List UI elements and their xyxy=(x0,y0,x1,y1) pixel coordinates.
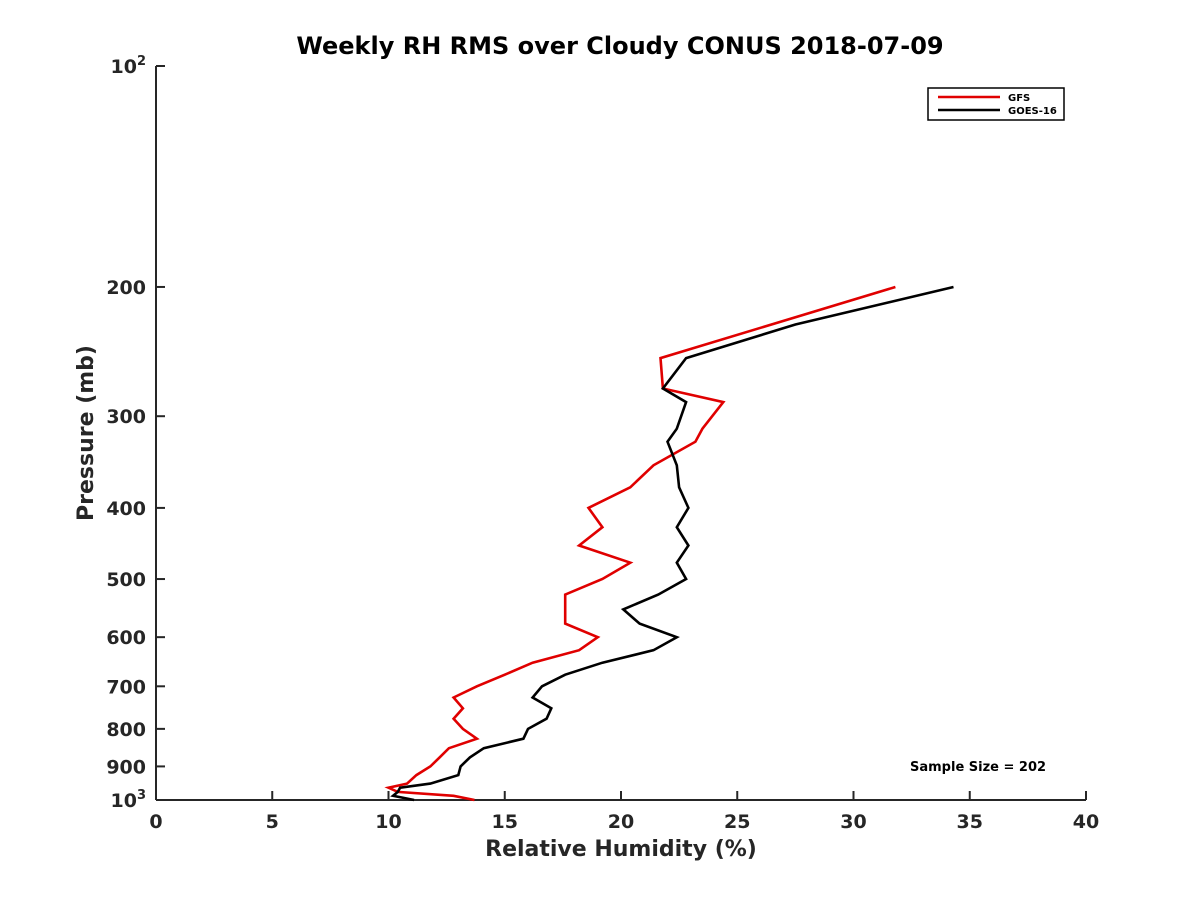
sample-size-annotation: Sample Size = 202 xyxy=(910,760,1046,775)
x-tick-label: 5 xyxy=(266,811,279,833)
x-tick-label: 0 xyxy=(149,811,162,833)
y-tick-label-base: 10 xyxy=(111,56,137,78)
x-ticks: 0 5 10 15 20 25 30 35 40 xyxy=(149,791,1099,833)
y-tick-label: 102 xyxy=(111,54,147,78)
y-tick-label: 500 xyxy=(106,569,146,591)
legend-label-goes-16: GOES-16 xyxy=(1008,106,1057,117)
y-axis-label: Pressure (mb) xyxy=(74,345,99,521)
y-tick-label-exponent: 2 xyxy=(137,54,146,69)
legend-label-gfs: GFS xyxy=(1008,93,1030,104)
series-lines xyxy=(384,285,954,802)
y-tick-label: 200 xyxy=(106,277,146,299)
x-tick-label: 30 xyxy=(840,811,866,833)
x-tick-label: 35 xyxy=(957,811,983,833)
x-tick-label: 40 xyxy=(1073,811,1099,833)
series-line-gfs xyxy=(384,285,896,802)
x-tick-label: 20 xyxy=(608,811,634,833)
y-tick-label: 103 xyxy=(111,788,147,812)
legend-box xyxy=(927,87,1065,121)
x-tick-label: 10 xyxy=(375,811,401,833)
legend: GFS GOES-16 xyxy=(927,87,1065,121)
y-tick-label: 800 xyxy=(106,719,146,741)
x-tick-label: 15 xyxy=(492,811,518,833)
y-tick-label-exponent: 3 xyxy=(137,788,146,803)
y-tick-label: 600 xyxy=(106,627,146,649)
chart-title: Weekly RH RMS over Cloudy CONUS 2018-07-… xyxy=(296,32,943,60)
y-tick-label: 900 xyxy=(106,756,146,778)
y-tick-label-base: 10 xyxy=(111,790,137,812)
y-tick-label: 700 xyxy=(106,676,146,698)
series-line-goes-16 xyxy=(390,285,954,802)
y-tick-label: 400 xyxy=(106,498,146,520)
x-tick-label: 25 xyxy=(724,811,750,833)
y-tick-label: 300 xyxy=(106,406,146,428)
x-axis-label: Relative Humidity (%) xyxy=(485,837,757,862)
